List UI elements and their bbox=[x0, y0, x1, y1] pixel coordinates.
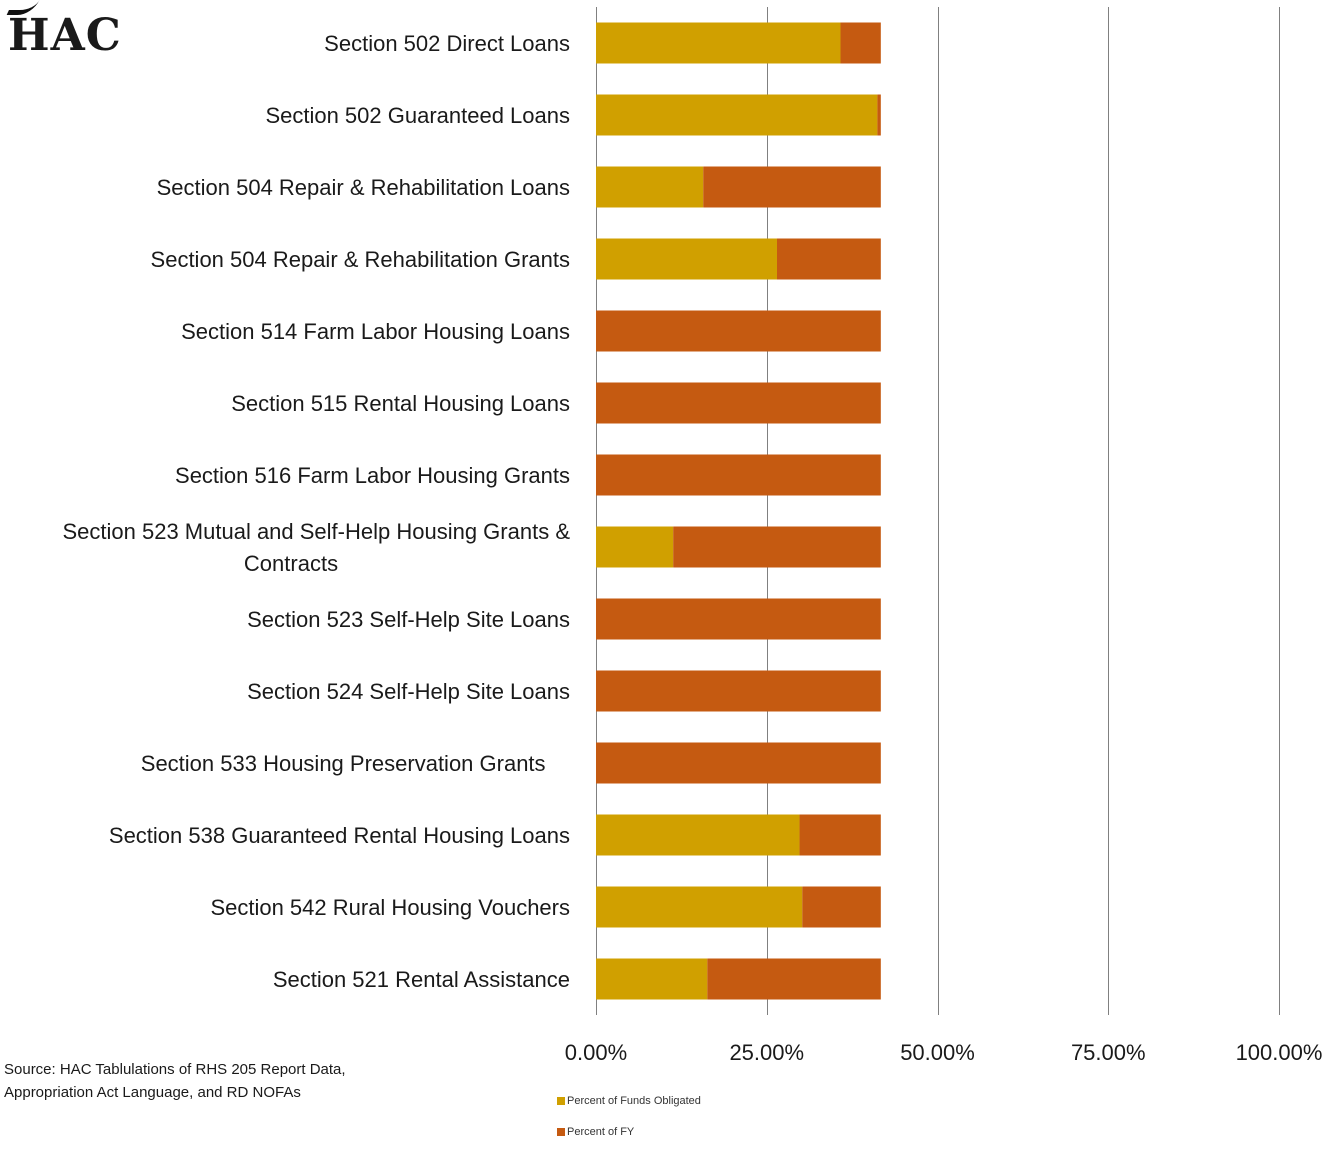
bar-segment-funds-obligated bbox=[596, 23, 841, 64]
bar-segment-percent-of-fy bbox=[596, 455, 881, 496]
bar-segment-percent-of-fy bbox=[800, 815, 881, 856]
x-tick-label: 50.00% bbox=[900, 1040, 975, 1065]
legend-swatch-funds-obligated bbox=[557, 1097, 565, 1105]
category-labels: Section 502 Direct Loans Section 502 Guar… bbox=[62, 31, 570, 992]
bar-segment-funds-obligated bbox=[596, 959, 707, 1000]
category-label: Section 515 Rental Housing Loans bbox=[231, 391, 570, 416]
x-tick-label: 75.00% bbox=[1071, 1040, 1146, 1065]
legend-item-funds-obligated: Percent of Funds Obligated bbox=[557, 1093, 701, 1109]
legend-label-percent-of-fy: Percent of FY bbox=[567, 1126, 634, 1138]
bar-segment-percent-of-fy bbox=[596, 311, 881, 352]
bar-segment-percent-of-fy bbox=[596, 383, 881, 424]
legend-swatch-percent-of-fy bbox=[557, 1128, 565, 1136]
bar-segment-percent-of-fy bbox=[707, 959, 880, 1000]
category-label: Section 523 Self-Help Site Loans bbox=[247, 607, 570, 632]
legend-label-funds-obligated: Percent of Funds Obligated bbox=[567, 1095, 701, 1107]
category-label: Section 514 Farm Labor Housing Loans bbox=[181, 319, 570, 344]
category-label: Section 524 Self-Help Site Loans bbox=[247, 679, 570, 704]
source-line-2: Appropriation Act Language, and RD NOFAs bbox=[4, 1081, 346, 1104]
x-axis-tick-labels: 0.00% 25.00% 50.00% 75.00% 100.00% bbox=[565, 1040, 1323, 1065]
x-tick-label: 25.00% bbox=[729, 1040, 804, 1065]
bar-segment-funds-obligated bbox=[596, 887, 802, 928]
category-label: Section 542 Rural Housing Vouchers bbox=[210, 895, 570, 920]
bar-segment-percent-of-fy bbox=[777, 239, 881, 280]
bar-segment-funds-obligated bbox=[596, 239, 777, 280]
bar-segment-percent-of-fy bbox=[673, 527, 881, 568]
category-label: Section 502 Direct Loans bbox=[324, 31, 570, 56]
bar-segment-percent-of-fy bbox=[802, 887, 881, 928]
bar-segment-percent-of-fy bbox=[841, 23, 881, 64]
x-tick-label: 100.00% bbox=[1236, 1040, 1323, 1065]
category-label: Section 523 Mutual and Self-Help Housing… bbox=[62, 519, 570, 544]
bar-segment-percent-of-fy bbox=[596, 599, 881, 640]
bar-segment-funds-obligated bbox=[596, 95, 877, 136]
legend: Percent of Funds Obligated Percent of FY bbox=[557, 1093, 701, 1155]
category-label: Section 504 Repair & Rehabilitation Loan… bbox=[157, 175, 570, 200]
bar-segment-percent-of-fy bbox=[596, 671, 881, 712]
gridlines bbox=[597, 7, 1280, 1015]
bar-segment-percent-of-fy bbox=[596, 743, 881, 784]
x-tick-label: 0.00% bbox=[565, 1040, 627, 1065]
bars bbox=[596, 23, 881, 1000]
category-label: Section 516 Farm Labor Housing Grants bbox=[175, 463, 570, 488]
legend-item-percent-of-fy: Percent of FY bbox=[557, 1124, 701, 1140]
source-note: Source: HAC Tablulations of RHS 205 Repo… bbox=[4, 1058, 346, 1104]
bar-segment-percent-of-fy bbox=[703, 167, 881, 208]
category-label: Section 521 Rental Assistance bbox=[273, 967, 570, 992]
category-label: Section 533 Housing Preservation Grants bbox=[141, 751, 570, 776]
bar-segment-funds-obligated bbox=[596, 167, 703, 208]
bar-segment-percent-of-fy bbox=[877, 95, 880, 136]
category-label: Section 502 Guaranteed Loans bbox=[265, 103, 570, 128]
category-label: Contracts bbox=[244, 551, 338, 576]
category-label: Section 538 Guaranteed Rental Housing Lo… bbox=[109, 823, 570, 848]
source-line-1: Source: HAC Tablulations of RHS 205 Repo… bbox=[4, 1058, 346, 1081]
bar-segment-funds-obligated bbox=[596, 527, 673, 568]
category-label: Section 504 Repair & Rehabilitation Gran… bbox=[151, 247, 570, 272]
bar-segment-funds-obligated bbox=[596, 815, 800, 856]
